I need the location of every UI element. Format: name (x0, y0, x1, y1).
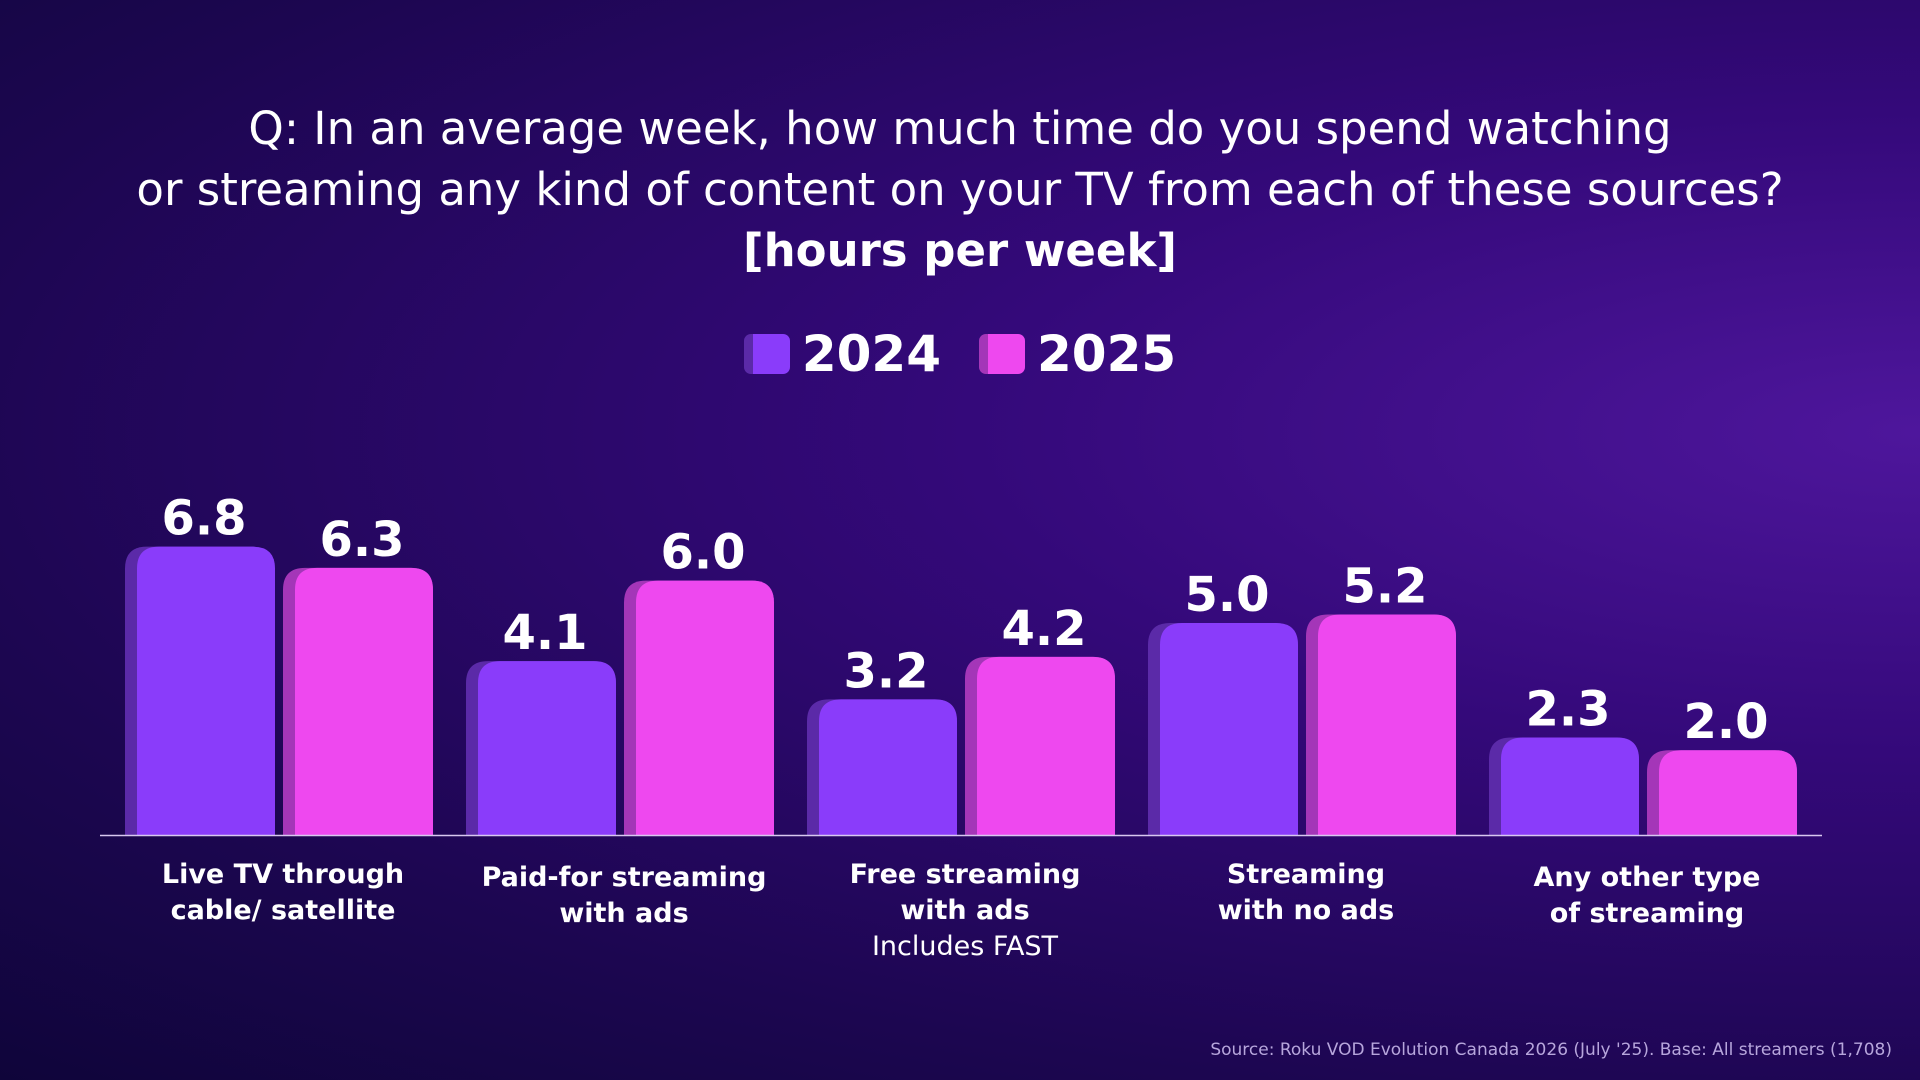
bar-2024-1 (478, 661, 616, 835)
data-label-2024-2: 3.2 (843, 643, 928, 699)
bar-2024-0 (137, 546, 275, 835)
legend-label-2024: 2024 (801, 325, 941, 383)
data-label-2025-3: 5.2 (1342, 559, 1427, 615)
data-label-2025-4: 2.0 (1683, 694, 1768, 750)
data-label-2024-3: 5.0 (1184, 567, 1269, 623)
category-note-2: Includes FAST (872, 931, 1059, 962)
title-line-2: or streaming any kind of content on your… (136, 163, 1784, 216)
bar-2024-4 (1501, 737, 1639, 835)
data-label-2025-2: 4.2 (1001, 601, 1086, 657)
category-label-0-line2: cable/ satellite (171, 895, 396, 926)
data-label-2024-1: 4.1 (502, 605, 587, 661)
category-label-1-line1: Paid-for streaming (482, 862, 767, 893)
data-label-2025-0: 6.3 (319, 512, 404, 568)
category-label-4-line1: Any other type (1534, 862, 1761, 893)
bar-2025-2 (977, 656, 1115, 835)
bar-2024-3 (1160, 623, 1298, 835)
category-label-4-line2: of streaming (1550, 898, 1744, 929)
category-label-2-line1: Free streaming (850, 859, 1081, 890)
bar-2025-1 (636, 580, 774, 835)
category-label-3-line1: Streaming (1227, 859, 1385, 890)
source-note: Source: Roku VOD Evolution Canada 2026 (… (1210, 1040, 1892, 1060)
legend-swatch-2025 (979, 334, 1025, 374)
category-label-0-line1: Live TV through (162, 859, 404, 890)
data-label-2024-0: 6.8 (161, 491, 246, 547)
bar-2025-4 (1659, 750, 1797, 835)
data-label-2025-1: 6.0 (660, 525, 745, 581)
legend-label-2025: 2025 (1037, 325, 1177, 383)
category-label-3-line2: with no ads (1218, 895, 1395, 926)
chart-legend: 2024 2025 (0, 326, 1920, 382)
data-label-2024-4: 2.3 (1525, 681, 1610, 737)
chart-title: Q: In an average week, how much time do … (0, 98, 1920, 281)
bar-2025-3 (1318, 614, 1456, 835)
legend-swatch-2024 (743, 334, 790, 374)
title-line-1: Q: In an average week, how much time do … (248, 102, 1672, 155)
category-label-2-line2: with ads (900, 895, 1029, 926)
legend-item-2025: 2025 (979, 326, 1176, 382)
bar-2025-0 (295, 567, 433, 835)
legend-item-2024: 2024 (743, 325, 941, 383)
title-unit: [hours per week] (743, 224, 1177, 277)
bar-2024-2 (819, 699, 957, 835)
category-label-1-line2: with ads (559, 898, 688, 929)
